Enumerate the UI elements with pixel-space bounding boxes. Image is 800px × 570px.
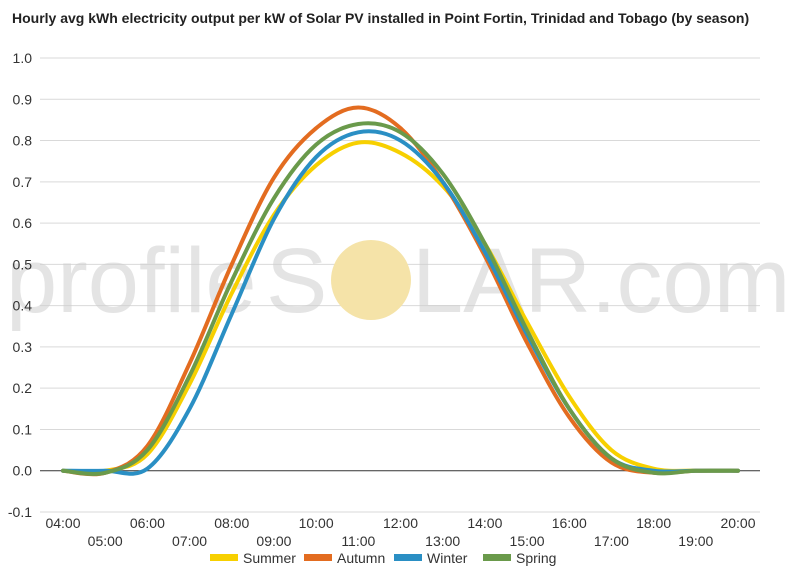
legend: Summer Autumn Winter Spring xyxy=(210,550,556,566)
y-tick-label: -0.1 xyxy=(8,504,32,520)
watermark: profile S LAR.com xyxy=(6,230,790,332)
x-tick-label: 14:00 xyxy=(467,515,502,531)
x-tick-label: 13:00 xyxy=(425,533,460,549)
x-tick-label: 05:00 xyxy=(88,533,123,549)
legend-label-spring: Spring xyxy=(516,550,556,566)
x-tick-label: 08:00 xyxy=(214,515,249,531)
y-tick-label: 0.7 xyxy=(13,174,33,190)
y-tick-label: 0.2 xyxy=(13,380,33,396)
y-tick-label: 0.4 xyxy=(13,298,33,314)
legend-swatch-summer xyxy=(210,554,238,561)
x-tick-label: 12:00 xyxy=(383,515,418,531)
x-tick-label: 15:00 xyxy=(510,533,545,549)
y-tick-label: 0.0 xyxy=(13,463,33,479)
series-line-spring xyxy=(61,121,740,476)
x-tick-label: 11:00 xyxy=(341,533,375,549)
x-axis: 04:00 05:00 06:00 07:00 08:00 09:00 10:00 11:00… xyxy=(45,515,755,549)
watermark-text-s: S xyxy=(266,230,327,332)
y-axis: -0.1 0.0 0.1 0.2 0.3 0.4 0.5 0.6 0.7 0.8 0.9 1.0 xyxy=(8,50,32,520)
y-tick-label: 1.0 xyxy=(13,50,33,66)
x-tick-label: 07:00 xyxy=(172,533,207,549)
y-tick-label: 0.5 xyxy=(13,256,33,272)
legend-label-winter: Winter xyxy=(427,550,468,566)
x-tick-label: 16:00 xyxy=(552,515,587,531)
legend-swatch-autumn xyxy=(304,554,332,561)
x-tick-label: 09:00 xyxy=(256,533,291,549)
y-tick-label: 0.3 xyxy=(13,339,33,355)
legend-swatch-winter xyxy=(394,554,422,561)
x-tick-label: 20:00 xyxy=(720,515,755,531)
legend-label-autumn: Autumn xyxy=(337,550,385,566)
x-tick-label: 10:00 xyxy=(299,515,334,531)
chart-title: Hourly avg kWh electricity output per kW… xyxy=(12,10,750,26)
y-tick-label: 0.8 xyxy=(13,133,33,149)
watermark-text-right: LAR.com xyxy=(412,230,790,332)
legend-label-summer: Summer xyxy=(243,550,296,566)
series-line-summer xyxy=(61,140,740,474)
x-tick-label: 18:00 xyxy=(636,515,671,531)
legend-swatch-spring xyxy=(483,554,511,561)
series-lines xyxy=(61,105,740,477)
x-tick-label: 06:00 xyxy=(130,515,165,531)
y-tick-label: 0.1 xyxy=(13,421,33,437)
series-line-autumn xyxy=(61,105,740,477)
x-tick-label: 17:00 xyxy=(594,533,629,549)
watermark-sun-icon xyxy=(331,240,411,320)
x-tick-label: 04:00 xyxy=(45,515,80,531)
y-tick-label: 0.6 xyxy=(13,215,33,231)
x-tick-label: 19:00 xyxy=(678,533,713,549)
y-tick-label: 0.9 xyxy=(13,91,33,107)
